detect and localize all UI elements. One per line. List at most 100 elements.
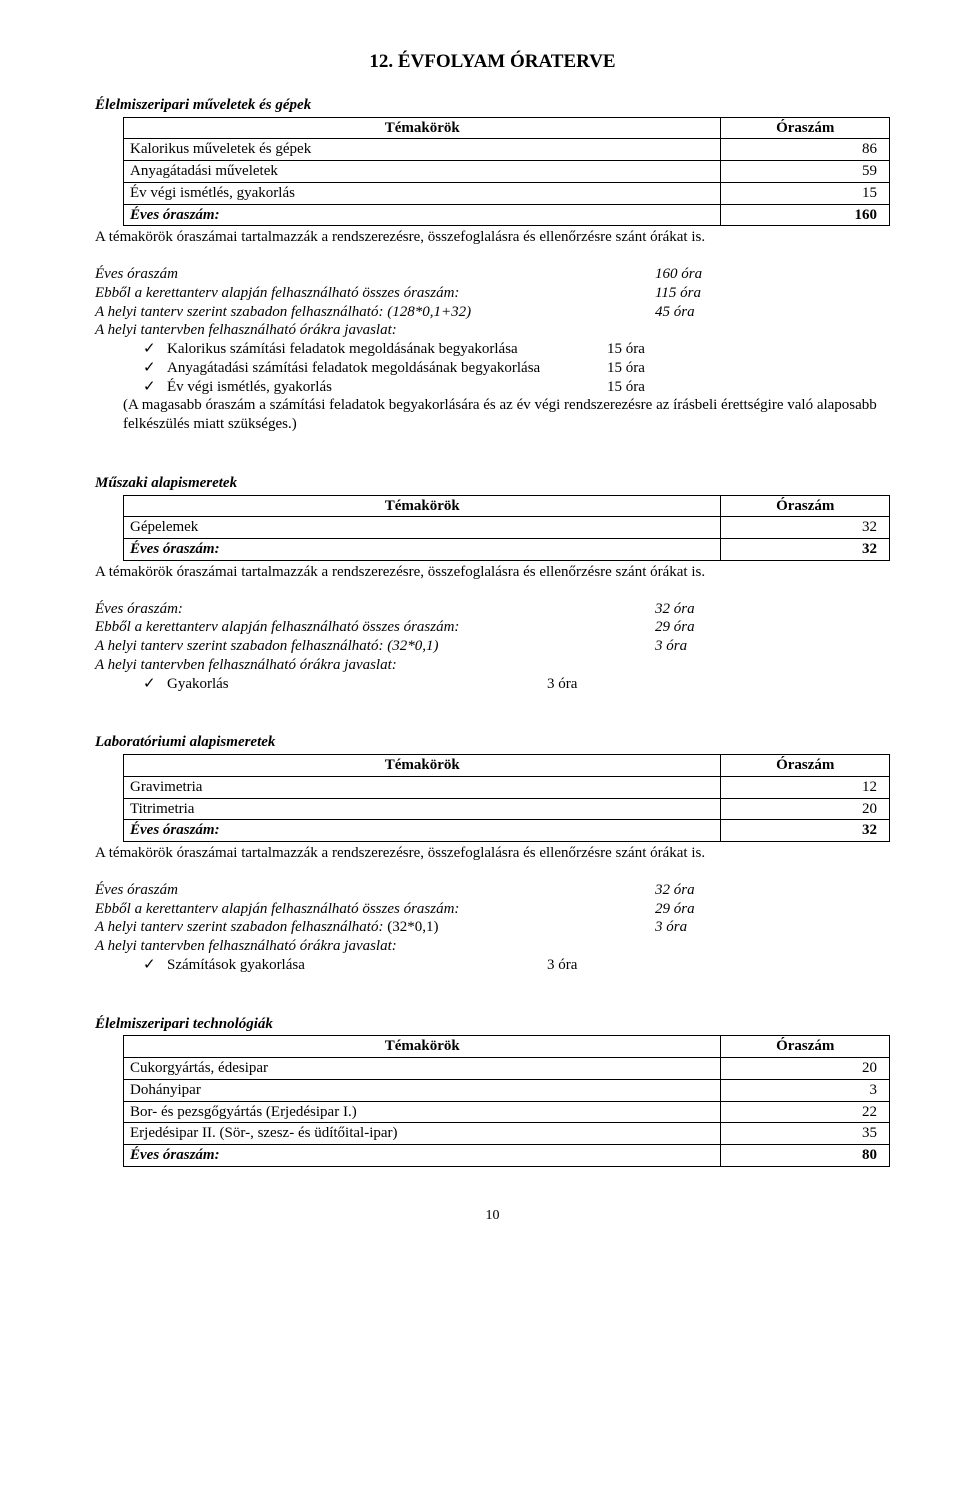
table-header-row: Témakörök Óraszám: [124, 495, 890, 517]
bullet-text: Anyagátadási számítási feladatok megoldá…: [167, 359, 607, 378]
free-value: 45 óra: [655, 303, 695, 322]
bullet-text: Számítások gyakorlása: [167, 956, 547, 975]
table-row: Gravimetria 12: [124, 776, 890, 798]
suggestion-label: A helyi tantervben felhasználható órákra…: [95, 656, 655, 675]
free-value: 3 óra: [655, 918, 687, 937]
hours-cell: 3: [721, 1079, 890, 1101]
page-title: 12. ÉVFOLYAM ÓRATERVE: [95, 50, 890, 74]
yearly-row: Éves óraszám: 32: [124, 820, 890, 842]
check-icon: ✓: [143, 340, 167, 359]
bullet-hours: 15 óra: [607, 359, 667, 378]
check-icon: ✓: [143, 675, 167, 694]
bullet-hours: 15 óra: [607, 340, 667, 359]
yearly-total-cell: 32: [721, 539, 890, 561]
yearly-total-cell: 32: [721, 820, 890, 842]
bullet-row: ✓ Anyagátadási számítási feladatok megol…: [95, 359, 890, 378]
free-label: A helyi tanterv szerint szabadon felhasz…: [95, 303, 655, 322]
hours-cell: 20: [721, 798, 890, 820]
section4-title: Élelmiszeripari technológiák: [95, 1015, 890, 1034]
framework-value: 29 óra: [655, 618, 695, 637]
yearly-label-cell: Éves óraszám:: [124, 1145, 721, 1167]
topic-header: Témakörök: [124, 755, 721, 777]
table-row: Bor- és pezsgőgyártás (Erjedésipar I.) 2…: [124, 1101, 890, 1123]
free-label: A helyi tanterv szerint szabadon felhasz…: [95, 637, 655, 656]
bullet-row: ✓ Számítások gyakorlása 3 óra: [95, 956, 890, 975]
free-label: A helyi tanterv szerint szabadon felhasz…: [95, 918, 655, 937]
bullet-hours: 3 óra: [547, 675, 607, 694]
yearly-label-cell: Éves óraszám:: [124, 820, 721, 842]
bullet-text: Gyakorlás: [167, 675, 547, 694]
hours-cell: 35: [721, 1123, 890, 1145]
check-icon: ✓: [143, 956, 167, 975]
check-icon: ✓: [143, 359, 167, 378]
yearly-hours-value: 32 óra: [655, 881, 695, 900]
table-row: Anyagátadási műveletek 59: [124, 161, 890, 183]
hours-cell: 32: [721, 517, 890, 539]
topic-cell: Kalorikus műveletek és gépek: [124, 139, 721, 161]
topic-cell: Titrimetria: [124, 798, 721, 820]
check-icon: ✓: [143, 378, 167, 397]
bullet-row: ✓ Év végi ismétlés, gyakorlás 15 óra: [95, 378, 890, 397]
framework-value: 29 óra: [655, 900, 695, 919]
table-header-row: Témakörök Óraszám: [124, 1036, 890, 1058]
yearly-hours-label: Éves óraszám: [95, 265, 655, 284]
paren-note: (A magasabb óraszám a számítási feladato…: [95, 396, 890, 434]
section1-calc: Éves óraszám 160 óra Ebből a kerettanter…: [95, 265, 890, 434]
section3-calc: Éves óraszám 32 óra Ebből a kerettanterv…: [95, 881, 890, 975]
section1-title: Élelmiszeripari műveletek és gépek: [95, 96, 890, 115]
table-row: Év végi ismétlés, gyakorlás 15: [124, 182, 890, 204]
bullet-text: Kalorikus számítási feladatok megoldásán…: [167, 340, 607, 359]
section3-title: Laboratóriumi alapismeretek: [95, 733, 890, 752]
yearly-label-cell: Éves óraszám:: [124, 204, 721, 226]
topic-cell: Erjedésipar II. (Sör-, szesz- és üdítőit…: [124, 1123, 721, 1145]
free-value: 3 óra: [655, 637, 687, 656]
section4-table: Témakörök Óraszám Cukorgyártás, édesipar…: [123, 1035, 890, 1167]
topic-cell: Gravimetria: [124, 776, 721, 798]
yearly-total-cell: 160: [721, 204, 890, 226]
note-line: A témakörök óraszámai tartalmazzák a ren…: [95, 563, 890, 582]
table-header-row: Témakörök Óraszám: [124, 117, 890, 139]
hours-cell: 15: [721, 182, 890, 204]
table-row: Kalorikus műveletek és gépek 86: [124, 139, 890, 161]
yearly-total-cell: 80: [721, 1145, 890, 1167]
yearly-hours-value: 160 óra: [655, 265, 702, 284]
suggestion-label: A helyi tantervben felhasználható órákra…: [95, 321, 655, 340]
table-header-row: Témakörök Óraszám: [124, 755, 890, 777]
framework-value: 115 óra: [655, 284, 701, 303]
table-row: Erjedésipar II. (Sör-, szesz- és üdítőit…: [124, 1123, 890, 1145]
hours-header: Óraszám: [721, 755, 890, 777]
section3-table: Témakörök Óraszám Gravimetria 12 Titrime…: [123, 754, 890, 842]
topic-header: Témakörök: [124, 495, 721, 517]
hours-header: Óraszám: [721, 495, 890, 517]
framework-label: Ebből a kerettanterv alapján felhasználh…: [95, 284, 655, 303]
topic-cell: Év végi ismétlés, gyakorlás: [124, 182, 721, 204]
page-number: 10: [95, 1207, 890, 1225]
topic-cell: Anyagátadási műveletek: [124, 161, 721, 183]
note-line: A témakörök óraszámai tartalmazzák a ren…: [95, 228, 890, 247]
table-row: Gépelemek 32: [124, 517, 890, 539]
topic-cell: Dohányipar: [124, 1079, 721, 1101]
section2-calc: Éves óraszám: 32 óra Ebből a kerettanter…: [95, 600, 890, 694]
table-row: Cukorgyártás, édesipar 20: [124, 1058, 890, 1080]
suggestion-label: A helyi tantervben felhasználható órákra…: [95, 937, 655, 956]
topic-header: Témakörök: [124, 117, 721, 139]
framework-label: Ebből a kerettanterv alapján felhasználh…: [95, 900, 655, 919]
bullet-hours: 3 óra: [547, 956, 607, 975]
yearly-row: Éves óraszám: 160: [124, 204, 890, 226]
topic-cell: Gépelemek: [124, 517, 721, 539]
hours-cell: 59: [721, 161, 890, 183]
hours-cell: 20: [721, 1058, 890, 1080]
table-row: Dohányipar 3: [124, 1079, 890, 1101]
table-row: Titrimetria 20: [124, 798, 890, 820]
yearly-hours-value: 32 óra: [655, 600, 695, 619]
topic-header: Témakörök: [124, 1036, 721, 1058]
section2-title: Műszaki alapismeretek: [95, 474, 890, 493]
topic-cell: Cukorgyártás, édesipar: [124, 1058, 721, 1080]
yearly-row: Éves óraszám: 32: [124, 539, 890, 561]
hours-header: Óraszám: [721, 1036, 890, 1058]
hours-cell: 12: [721, 776, 890, 798]
yearly-row: Éves óraszám: 80: [124, 1145, 890, 1167]
bullet-row: ✓ Kalorikus számítási feladatok megoldás…: [95, 340, 890, 359]
yearly-label-cell: Éves óraszám:: [124, 539, 721, 561]
framework-label: Ebből a kerettanterv alapján felhasználh…: [95, 618, 655, 637]
